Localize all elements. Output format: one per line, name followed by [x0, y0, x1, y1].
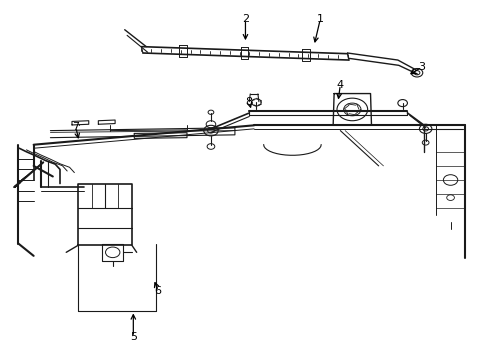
Text: 4: 4 — [336, 80, 343, 90]
Text: 2: 2 — [242, 14, 248, 24]
Text: 1: 1 — [316, 14, 323, 24]
Text: 5: 5 — [129, 332, 137, 342]
Text: 7: 7 — [72, 122, 79, 132]
Text: 8: 8 — [245, 98, 252, 107]
Text: 6: 6 — [154, 286, 162, 296]
Text: 3: 3 — [417, 62, 425, 72]
